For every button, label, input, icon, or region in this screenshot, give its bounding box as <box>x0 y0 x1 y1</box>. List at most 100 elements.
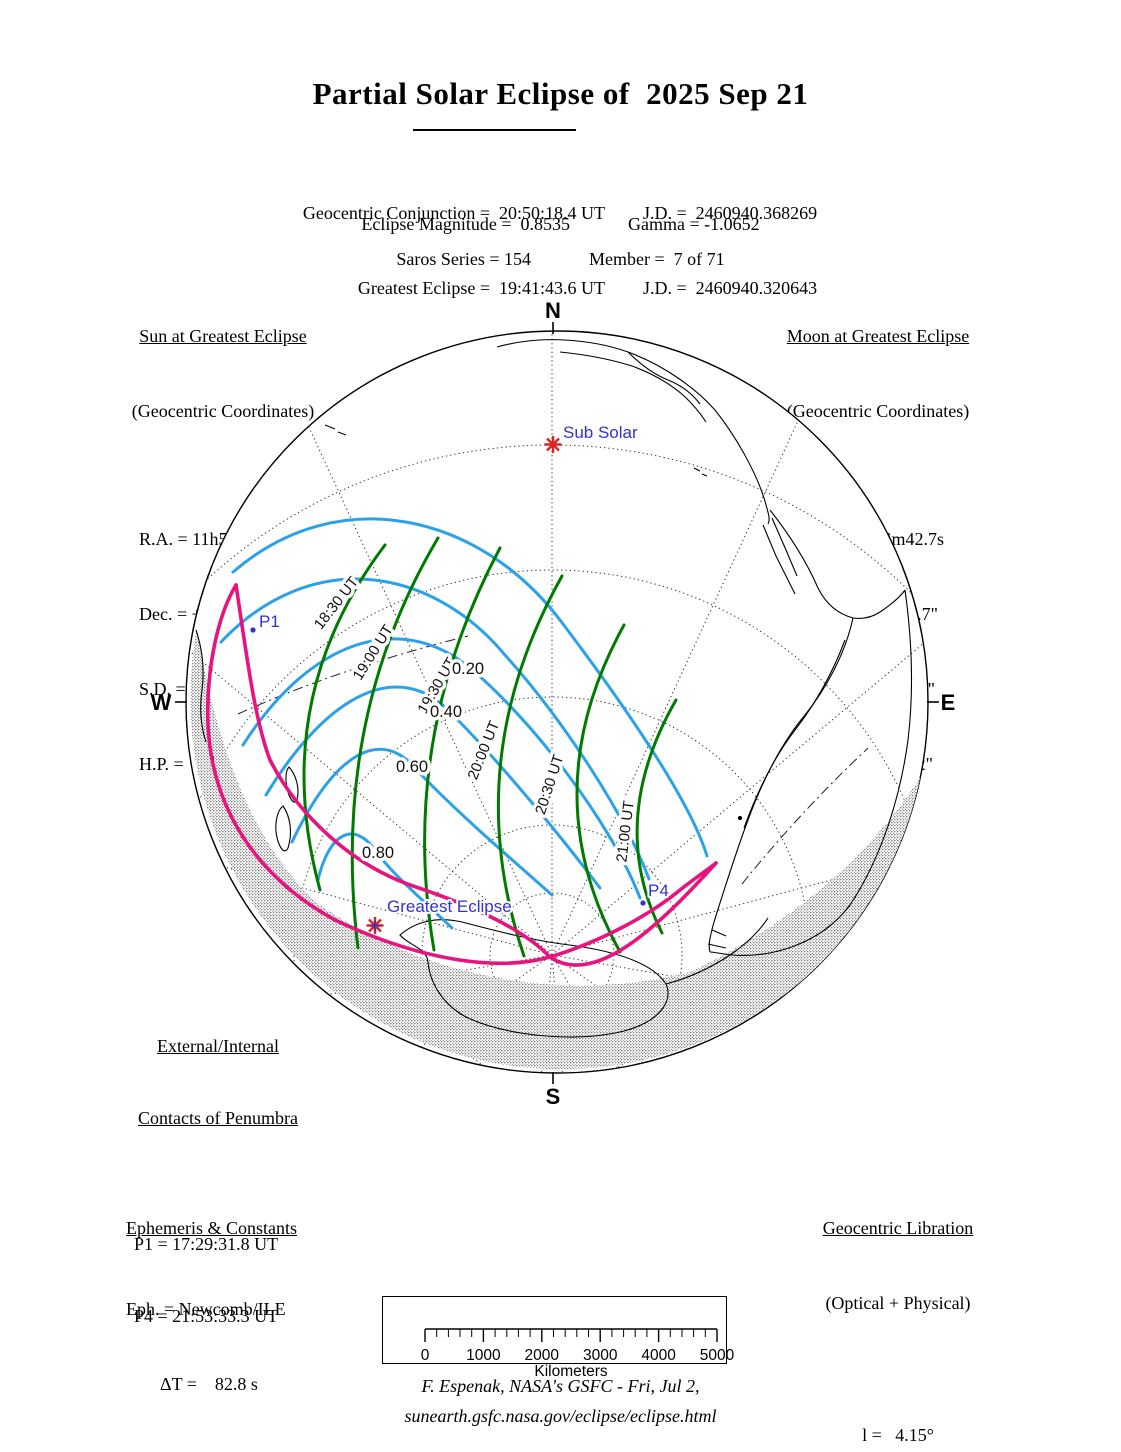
contacts-heading-1: External/Internal <box>157 1036 279 1056</box>
penumbra-limit-inner <box>234 583 718 967</box>
sub-solar-marker <box>544 436 562 453</box>
libration-block: Geocentric Libration (Optical + Physical… <box>796 1166 1000 1452</box>
time-1830-curve <box>302 543 387 892</box>
coast-north-america-west <box>714 409 770 525</box>
url-line: sunearth.gsfc.nasa.gov/eclipse/eclipse.h… <box>404 1406 717 1426</box>
magnitude-label-040: 0.40 <box>430 703 462 721</box>
time-2030-curve <box>575 623 626 954</box>
page-title: Partial Solar Eclipse of 2025 Sep 21 <box>312 76 809 111</box>
islands-nw-pacific <box>324 424 347 436</box>
sun-heading: Sun at Greatest Eclipse <box>139 326 307 346</box>
scale-tick-2000: 2000 <box>525 1347 560 1364</box>
magnitude-label-020: 0.20 <box>452 660 484 678</box>
coast-baja <box>762 524 796 595</box>
scale-tick-1000: 1000 <box>466 1347 501 1364</box>
compass-south: S <box>546 1084 561 1109</box>
ephemeris-eph: Eph. = Newcomb/ILE <box>126 1299 286 1319</box>
magnitude-contour-curves <box>219 517 709 930</box>
time-1930-curve <box>423 546 502 952</box>
contact-p1: P1 = 17:29:31.8 UT <box>134 1234 279 1254</box>
saros-series: Saros Series = 154 <box>396 249 531 269</box>
scale-tick-5000: 5000 <box>700 1347 735 1364</box>
compass-west: W <box>151 690 172 715</box>
magnitude-contour-labels: 0.20 0.40 0.60 0.80 <box>359 657 488 866</box>
australia-east-sliver <box>195 629 207 743</box>
header-julian-dates: J.D. = 2460940.368269 J.D. = 2460940.320… <box>643 151 943 351</box>
header-saros-member: Saros Series = 154 Member = 7 of 71 <box>0 249 1121 270</box>
scale-tick-3000: 3000 <box>583 1347 618 1364</box>
greatest-eclipse-marker-cross <box>370 920 380 931</box>
dash-dot-lines <box>237 635 869 885</box>
p1-label: P1 <box>259 612 280 631</box>
ruler-ticks <box>424 1328 718 1342</box>
magnitude-020-curve <box>241 637 642 900</box>
time-2000-curve <box>496 574 564 958</box>
magnitude-label-060: 0.60 <box>396 758 428 776</box>
coast-alaska-inner <box>559 351 707 423</box>
scale-unit-label: Kilometers <box>534 1363 607 1380</box>
geocentric-conjunction-value: Geocentric Conjunction = 20:50:18.4 UT <box>302 203 605 223</box>
continent-outlines <box>195 339 913 1038</box>
moon-subheading: (Geocentric Coordinates) <box>786 401 970 421</box>
scale-bar: 0 1000 2000 3000 4000 5000 Kilometers <box>382 1296 735 1380</box>
coast-south-america-east <box>709 589 913 956</box>
scale-tick-4000: 4000 <box>641 1347 676 1364</box>
penumbra-limit-outer <box>205 583 718 966</box>
magnitude-060-curve <box>290 747 554 897</box>
new-zealand-north <box>285 766 299 803</box>
eclipse-magnitude: Eclipse Magnitude = 0.8535 <box>361 214 570 234</box>
compass-east: E <box>941 690 956 715</box>
conjunction-jd: J.D. = 2460940.368269 <box>643 203 818 223</box>
new-zealand-south <box>275 805 292 852</box>
scale-tick-0: 0 <box>421 1347 430 1364</box>
coast-alaska-loop <box>627 351 701 405</box>
night-region-stipple <box>190 628 927 1070</box>
title-underline <box>413 129 576 131</box>
moon-heading: Moon at Greatest Eclipse <box>786 326 970 346</box>
saros-member: Member = 7 of 71 <box>589 249 725 269</box>
p4-point <box>640 900 646 906</box>
ephemeris-heading: Ephemeris & Constants <box>126 1218 297 1238</box>
libration-heading: Geocentric Libration <box>822 1218 974 1238</box>
falkland-islands <box>737 815 743 821</box>
compass-north: N <box>545 298 561 323</box>
contact-p4: P4 = 21:53:33.3 UT <box>134 1306 279 1326</box>
greatest-eclipse-label: Greatest Eclipse <box>387 897 512 916</box>
credit-line: F. Espenak, NASA's GSFC - Fri, Jul 2, <box>421 1376 700 1396</box>
ephemeris-delta-t: ΔT = 82.8 s <box>160 1374 258 1394</box>
libration-subheading: (Optical + Physical) <box>825 1293 971 1313</box>
coast-siberia-alaska <box>496 339 716 411</box>
time-2100-curve <box>635 698 678 935</box>
magnitude-label-080: 0.80 <box>362 844 394 862</box>
graticule-meridians <box>186 331 928 1073</box>
magnitude-040-curve <box>264 685 602 890</box>
penumbra-contacts-block: External/Internal Contacts of Penumbra P… <box>116 986 320 1424</box>
compass: N S W E <box>151 298 956 1109</box>
gamma: Gamma = -1.0652 <box>628 214 760 234</box>
coast-south-america-west <box>708 617 854 953</box>
coast-south-america-north <box>852 589 906 619</box>
p1-point <box>250 627 256 633</box>
time-contour-curves <box>302 536 678 958</box>
greatest-eclipse-value: Greatest Eclipse = 19:41:43.6 UT <box>357 278 605 298</box>
ephemeris-k1: k1 = 0.2724880 <box>126 1447 356 1452</box>
libration-l: l = 4.15° <box>862 1425 934 1445</box>
antarctica-coast-east <box>665 917 769 985</box>
greatest-jd: J.D. = 2460940.320643 <box>643 278 818 298</box>
ruler-numbers: 0 1000 2000 3000 4000 5000 <box>421 1347 735 1364</box>
header-times: Geocentric Conjunction = 20:50:18.4 UT G… <box>150 151 605 351</box>
penumbra-limit-curves <box>205 583 718 967</box>
coast-gulf-california <box>771 517 798 577</box>
ephemeris-block: Ephemeris & Constants Eph. = Newcomb/ILE… <box>126 1166 356 1452</box>
tierra-del-fuego <box>707 929 727 949</box>
map-point-markers <box>250 436 646 934</box>
header-magnitude-gamma: Eclipse Magnitude = 0.8535 Gamma = -1.06… <box>0 214 1121 235</box>
map-point-labels: Sub Solar P1 P4 Greatest Eclipse <box>257 421 671 918</box>
antarctica-outline <box>399 919 669 1038</box>
hawaii-islands <box>693 467 708 477</box>
sun-subheading: (Geocentric Coordinates) <box>131 401 315 421</box>
sub-solar-label: Sub Solar <box>563 423 638 442</box>
time-1900-curve <box>350 536 440 950</box>
